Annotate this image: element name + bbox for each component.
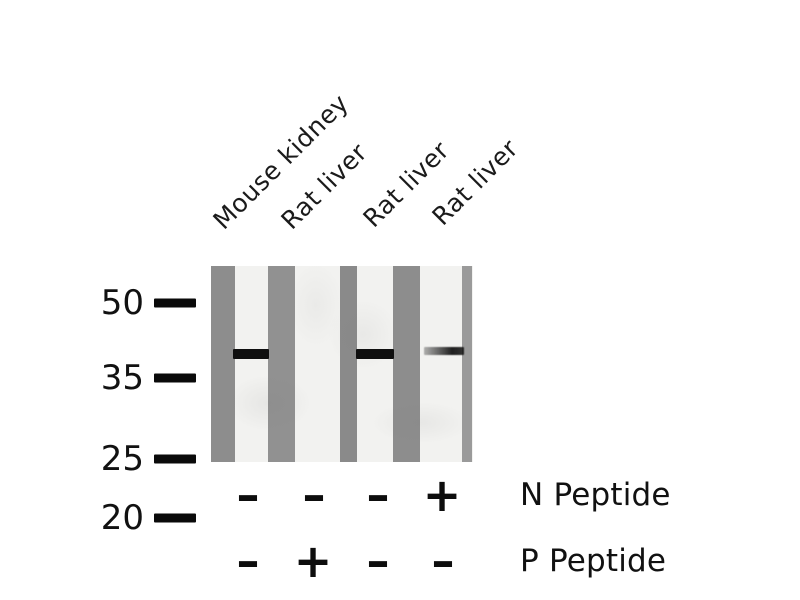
- n-peptide-row-sign-lane-1: –: [236, 468, 260, 522]
- mw-tick-50: [154, 298, 196, 308]
- p-peptide-row-label: P Peptide: [520, 543, 667, 579]
- n-peptide-row-sign-lane-2: –: [302, 468, 326, 522]
- protein-band-lane-3: [356, 349, 394, 359]
- gel-stripe-4: [393, 266, 420, 462]
- gel-stripe-3: [340, 266, 357, 462]
- mw-marker-label-50: 50: [100, 283, 144, 323]
- gel-stripe-5: [462, 266, 472, 462]
- protein-band-lane-1: [233, 349, 269, 359]
- p-peptide-row-sign-lane-4: –: [431, 534, 455, 588]
- n-peptide-row-sign-lane-4: +: [422, 468, 462, 522]
- mw-marker-label-25: 25: [100, 439, 144, 479]
- mw-tick-35: [154, 373, 196, 383]
- blot-membrane: [211, 266, 473, 462]
- mw-marker-label-20: 20: [100, 498, 144, 538]
- protein-band-lane-4: [424, 347, 464, 355]
- n-peptide-row-sign-lane-3: –: [366, 468, 390, 522]
- gel-stripe-1: [211, 266, 235, 462]
- p-peptide-row-sign-lane-2: +: [293, 534, 333, 588]
- gel-stripe-2: [268, 266, 295, 462]
- mw-marker-label-35: 35: [100, 358, 144, 398]
- mw-tick-20: [154, 513, 196, 523]
- p-peptide-row-sign-lane-3: –: [366, 534, 390, 588]
- p-peptide-row-sign-lane-1: –: [236, 534, 260, 588]
- mw-tick-25: [154, 454, 196, 464]
- n-peptide-row-label: N Peptide: [520, 477, 671, 513]
